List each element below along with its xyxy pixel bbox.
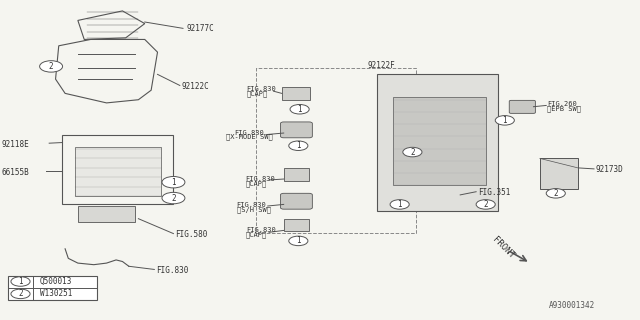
Text: 2: 2 (410, 148, 415, 156)
Text: FRONT: FRONT (491, 235, 516, 260)
Text: 92173D: 92173D (595, 165, 623, 174)
FancyBboxPatch shape (280, 193, 312, 209)
Text: FIG.830: FIG.830 (237, 202, 266, 208)
FancyBboxPatch shape (284, 219, 309, 231)
FancyBboxPatch shape (282, 87, 310, 100)
Text: FIG.830: FIG.830 (234, 130, 264, 136)
Text: FIG.260: FIG.260 (547, 101, 577, 107)
Circle shape (162, 177, 185, 188)
Circle shape (546, 188, 565, 198)
Text: 〈EPB SW〉: 〈EPB SW〉 (547, 105, 582, 112)
FancyBboxPatch shape (509, 100, 536, 113)
Circle shape (476, 200, 495, 209)
Text: FIG.580: FIG.580 (175, 230, 207, 239)
Text: Q500013: Q500013 (40, 277, 72, 286)
Circle shape (289, 236, 308, 246)
FancyBboxPatch shape (75, 147, 161, 196)
Text: FIG.830: FIG.830 (246, 86, 276, 92)
FancyBboxPatch shape (78, 206, 135, 222)
Text: 〈CAP〉: 〈CAP〉 (246, 180, 267, 187)
Text: 1: 1 (502, 116, 507, 125)
FancyBboxPatch shape (394, 97, 486, 185)
FancyBboxPatch shape (378, 74, 499, 211)
Text: 2: 2 (554, 189, 558, 198)
Text: A930001342: A930001342 (548, 301, 595, 310)
Text: W130251: W130251 (40, 289, 72, 298)
Circle shape (403, 147, 422, 157)
Circle shape (290, 105, 309, 114)
Circle shape (390, 200, 409, 209)
Text: 1: 1 (397, 200, 402, 209)
Circle shape (11, 277, 30, 286)
Text: 66155B: 66155B (1, 168, 29, 177)
Text: 92118E: 92118E (1, 140, 29, 149)
Text: 2: 2 (171, 194, 176, 203)
Text: 〈CAP〉: 〈CAP〉 (246, 231, 268, 238)
Text: 1: 1 (171, 178, 176, 187)
Text: 92122C: 92122C (182, 82, 209, 91)
Circle shape (40, 61, 63, 72)
Text: 1: 1 (298, 105, 302, 114)
Text: FIG.830: FIG.830 (246, 228, 276, 233)
Text: 1: 1 (296, 236, 301, 245)
Text: 1: 1 (296, 141, 301, 150)
Text: 92177C: 92177C (186, 25, 214, 34)
Text: 〈CAP〉: 〈CAP〉 (246, 90, 268, 97)
Text: 〈X-MODE SW〉: 〈X-MODE SW〉 (227, 134, 273, 140)
FancyBboxPatch shape (280, 122, 312, 138)
Text: FIG.351: FIG.351 (478, 188, 511, 197)
FancyBboxPatch shape (284, 168, 309, 180)
Text: 〈S/H SW〉: 〈S/H SW〉 (237, 206, 271, 213)
Text: 1: 1 (18, 277, 23, 286)
Text: 2: 2 (49, 62, 53, 71)
Text: FIG.830: FIG.830 (246, 176, 275, 182)
Circle shape (162, 192, 185, 204)
Circle shape (289, 141, 308, 150)
Circle shape (11, 289, 30, 299)
Circle shape (495, 116, 515, 125)
Text: FIG.830: FIG.830 (156, 266, 189, 275)
Text: 2: 2 (18, 289, 23, 298)
FancyBboxPatch shape (8, 276, 97, 300)
Text: 92122F: 92122F (368, 61, 396, 70)
FancyBboxPatch shape (540, 158, 578, 188)
Text: 2: 2 (483, 200, 488, 209)
